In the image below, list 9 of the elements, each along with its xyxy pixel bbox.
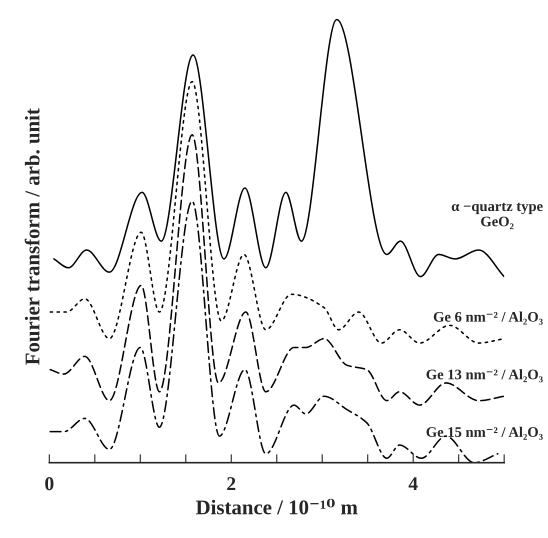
- x-tick-label: 4: [408, 477, 418, 490]
- y-axis-title: Fourier transform / arb. unit: [24, 108, 40, 365]
- series-label: α −quartz type GeO₂: [452, 202, 543, 230]
- x-tick-label: 2: [227, 477, 236, 490]
- x-axis-title: Distance / 10⁻¹⁰ m: [196, 498, 358, 514]
- x-tick-label: 0: [45, 477, 54, 490]
- series-label: Ge 6 nm⁻² / Al₂O₃: [434, 312, 543, 325]
- series-label: Ge 13 nm⁻² / Al₂O₃: [426, 369, 543, 382]
- series-label: Ge 15 nm⁻² / Al₂O₃: [426, 426, 543, 440]
